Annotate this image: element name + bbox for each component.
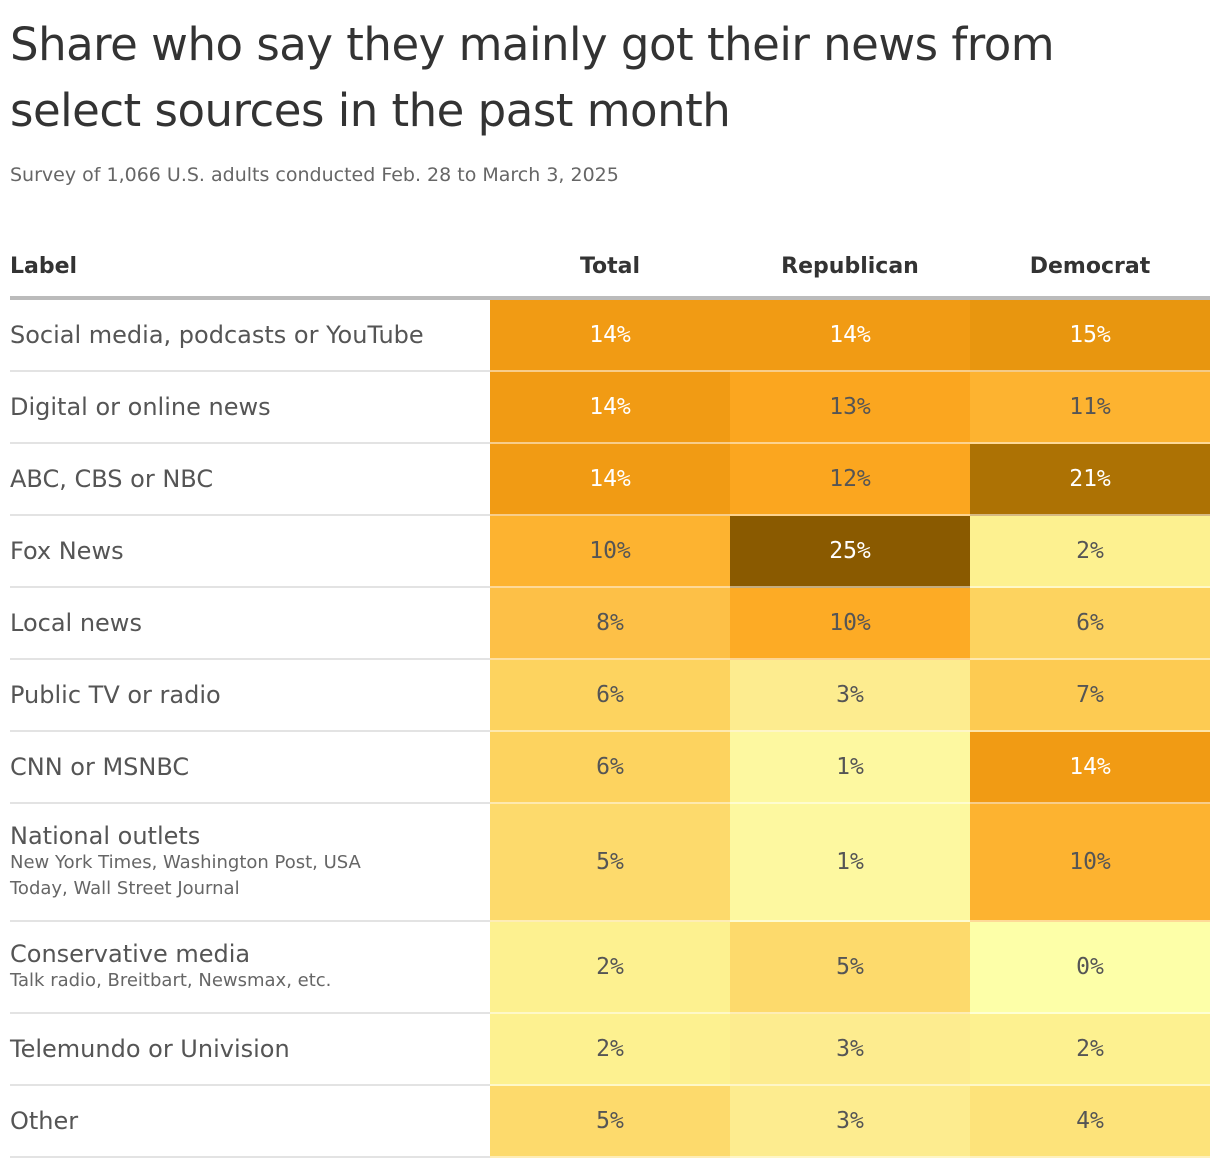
value-cell: 5% — [730, 922, 970, 1014]
table-row: Conservative media Talk radio, Breitbart,… — [10, 922, 1210, 1014]
table-row: CNN or MSNBC 6% 1% 14% — [10, 732, 1210, 804]
value-cell: 6% — [490, 660, 730, 732]
table-row: Fox News 10% 25% 2% — [10, 516, 1210, 588]
table-row: Public TV or radio 6% 3% 7% — [10, 660, 1210, 732]
value-cell: 8% — [490, 588, 730, 660]
row-label-cell: Other — [10, 1086, 490, 1158]
row-sublabel: Talk radio, Breitbart, Newsmax, etc. — [10, 970, 332, 991]
value-cell: 0% — [970, 922, 1210, 1014]
column-header: Republican — [781, 253, 919, 279]
row-label-cell: Digital or online news — [10, 372, 490, 444]
table-row: ABC, CBS or NBC 14% 12% 21% — [10, 444, 1210, 516]
value-cell: 6% — [970, 588, 1210, 660]
value-cell: 11% — [970, 372, 1210, 444]
table: Label Total Republican Democrat Social medi… — [10, 236, 1210, 1158]
value-cell: 3% — [730, 660, 970, 732]
value-cell: 5% — [490, 1086, 730, 1158]
value-cell: 4% — [970, 1086, 1210, 1158]
value-cell: 2% — [970, 516, 1210, 588]
value-cell: 6% — [490, 732, 730, 804]
title: Share who say they mainly got their news… — [10, 18, 1055, 137]
value-cell: 5% — [490, 804, 730, 922]
header-row: Label Total Republican Democrat — [10, 236, 1210, 300]
value-cell: 12% — [730, 444, 970, 516]
row-label-cell: Telemundo or Univision — [10, 1014, 490, 1086]
value-cell: 7% — [970, 660, 1210, 732]
value-cell: 2% — [490, 922, 730, 1014]
row-sublabel: New York Times, Washington Post, USA Tod… — [10, 852, 361, 899]
row-label: Local news — [10, 609, 142, 637]
row-label-cell: Public TV or radio — [10, 660, 490, 732]
value-cell: 21% — [970, 444, 1210, 516]
value-cell: 14% — [730, 300, 970, 372]
row-label-cell: Local news — [10, 588, 490, 660]
column-header: Label — [10, 253, 78, 279]
value-cell: 15% — [970, 300, 1210, 372]
value-cell: 2% — [490, 1014, 730, 1086]
table-row: National outlets New York Times, Washingt… — [10, 804, 1210, 922]
value-cell: 1% — [730, 732, 970, 804]
value-cell: 13% — [730, 372, 970, 444]
value-cell: 3% — [730, 1086, 970, 1158]
column-header: Democrat — [1029, 253, 1151, 279]
row-label: Fox News — [10, 537, 124, 565]
subtitle: Survey of 1,066 U.S. adults conducted Fe… — [10, 164, 619, 186]
row-label: Public TV or radio — [10, 681, 221, 709]
value-cell: 14% — [490, 372, 730, 444]
value-cell: 10% — [970, 804, 1210, 922]
table-row: Social media, podcasts or YouTube 14% 14% 1… — [10, 300, 1210, 372]
row-label: Digital or online news — [10, 393, 271, 421]
table-row: Local news 8% 10% 6% — [10, 588, 1210, 660]
row-label: Social media, podcasts or YouTube — [10, 321, 424, 349]
row-label-cell: Fox News — [10, 516, 490, 588]
row-label-cell: National outlets New York Times, Washingt… — [10, 804, 490, 922]
table-row: Telemundo or Univision 2% 3% 2% — [10, 1014, 1210, 1086]
value-cell: 3% — [730, 1014, 970, 1086]
row-label-cell: Conservative media Talk radio, Breitbart,… — [10, 922, 490, 1014]
value-cell: 14% — [970, 732, 1210, 804]
row-label: ABC, CBS or NBC — [10, 465, 214, 493]
value-cell: 14% — [490, 444, 730, 516]
row-label: Conservative media — [10, 940, 251, 968]
value-cell: 2% — [970, 1014, 1210, 1086]
row-label-cell: ABC, CBS or NBC — [10, 444, 490, 516]
value-cell: 10% — [730, 588, 970, 660]
row-label-cell: CNN or MSNBC — [10, 732, 490, 804]
row-label: National outlets — [10, 822, 201, 850]
row-label: CNN or MSNBC — [10, 753, 190, 781]
row-label-cell: Social media, podcasts or YouTube — [10, 300, 490, 372]
table-row: Other 5% 3% 4% — [10, 1086, 1210, 1158]
value-cell: 14% — [490, 300, 730, 372]
value-cell: 1% — [730, 804, 970, 922]
value-cell: 10% — [490, 516, 730, 588]
table-row: Digital or online news 14% 13% 11% — [10, 372, 1210, 444]
row-label: Other — [10, 1107, 79, 1135]
value-cell: 25% — [730, 516, 970, 588]
row-label: Telemundo or Univision — [10, 1035, 290, 1063]
column-header: Total — [579, 253, 641, 279]
